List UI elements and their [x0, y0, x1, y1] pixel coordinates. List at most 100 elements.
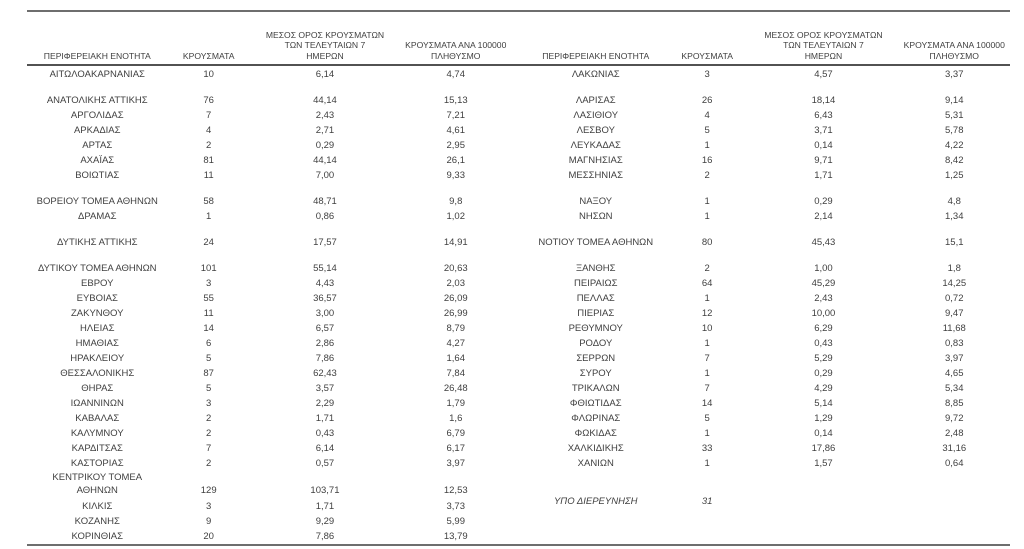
region-cell: ΚΑΛΥΜΝΟΥ — [70, 428, 124, 439]
table-row: ΡΟΔΟΥ 1 0,43 0,83 — [526, 336, 1011, 351]
avg7-cell: 62,43 — [313, 368, 337, 379]
header-band: ΠΕΡΙΦΕΡΕΙΑΚΗ ΕΝΟΤΗΤΑ ΚΡΟΥΣΜΑΤΑ ΜΕΣΟΣ ΟΡΟ… — [27, 12, 1010, 64]
region-cell: ΑΡΚΑΔΙΑΣ — [73, 125, 121, 136]
cases-cell: 2 — [206, 140, 212, 151]
cases-cell: 101 — [200, 263, 217, 274]
table-row: ΛΑΣΙΘΙΟΥ 4 6,43 5,31 — [526, 108, 1011, 123]
cases-cell: 2 — [206, 413, 212, 424]
table-row: ΦΘΙΩΤΙΔΑΣ 14 5,14 8,85 — [526, 396, 1011, 411]
region-cell: ΕΒΡΟΥ — [81, 278, 114, 289]
avg7-cell: 5,29 — [814, 353, 833, 364]
region-cell: ΜΑΓΝΗΣΙΑΣ — [568, 155, 623, 166]
cases-cell: 7 — [704, 353, 710, 364]
per100k-cell: 3,73 — [446, 501, 466, 512]
per100k-cell: 1,8 — [947, 263, 961, 274]
table-row: ΔΥΤΙΚΗΣ ΑΤΤΙΚΗΣ 24 17,57 14,91 — [27, 235, 512, 250]
table-row: ΦΛΩΡΙΝΑΣ 5 1,29 9,72 — [526, 411, 1011, 426]
avg7-cell: 17,86 — [811, 443, 836, 454]
cases-cell: 64 — [701, 278, 713, 289]
per100k-cell: 0,72 — [945, 293, 964, 304]
cases-cell: 2 — [704, 170, 710, 181]
table-row: ΧΑΛΚΙΔΙΚΗΣ 33 17,86 31,16 — [526, 441, 1011, 456]
cases-cell: 7 — [206, 443, 212, 454]
avg7-cell: 3,71 — [814, 125, 833, 136]
cases-cell: 11 — [203, 308, 214, 319]
region-cell: ΘΕΣΣΑΛΟΝΙΚΗΣ — [60, 368, 135, 379]
cases-cell: 3 — [206, 278, 212, 289]
region-cell: ΚΟΡΙΝΘΙΑΣ — [71, 531, 123, 542]
table-content: ΠΕΡΙΦΕΡΕΙΑΚΗ ΕΝΟΤΗΤΑ ΚΡΟΥΣΜΑΤΑ ΜΕΣΟΣ ΟΡΟ… — [27, 10, 1010, 546]
avg7-cell: 1,71 — [814, 170, 833, 181]
avg7-cell: 55,14 — [313, 263, 337, 274]
cases-cell: 24 — [203, 237, 214, 248]
table-row: ΚΕΝΤΡΙΚΟΥ ΤΟΜΕΑ ΑΘΗΝΩΝ 129 103,71 12,53 — [27, 471, 512, 499]
region-cell: ΑΡΓΟΛΙΔΑΣ — [70, 110, 124, 121]
cases-cell: 2 — [704, 263, 710, 274]
right-table-header: ΠΕΡΙΦΕΡΕΙΑΚΗ ΕΝΟΤΗΤΑ ΚΡΟΥΣΜΑΤΑ ΜΕΣΟΣ ΟΡΟ… — [526, 12, 1011, 64]
per100k-cell: 8,79 — [446, 323, 466, 334]
avg7-cell: 2,71 — [315, 125, 335, 136]
table-row: ΗΡΑΚΛΕΙΟΥ 5 7,86 1,64 — [27, 351, 512, 366]
spacer-row — [27, 250, 512, 261]
cases-cell: 87 — [203, 368, 214, 379]
avg7-cell: 44,14 — [313, 95, 337, 106]
cases-cell: 12 — [701, 308, 713, 319]
per100k-cell: 0,83 — [945, 338, 964, 349]
cases-cell: 2 — [206, 428, 212, 439]
per100k-cell: 7,21 — [446, 110, 466, 121]
per100k-cell: 2,48 — [945, 428, 964, 439]
cases-cell: 11 — [203, 170, 214, 181]
avg7-cell: 7,86 — [315, 531, 335, 542]
per100k-cell: 6,79 — [446, 428, 466, 439]
region-cell: ΚΙΛΚΙΣ — [82, 501, 113, 512]
table-row: ΛΑΡΙΣΑΣ 26 18,14 9,14 — [526, 93, 1011, 108]
table-row: ΚΟΡΙΝΘΙΑΣ 20 7,86 13,79 — [27, 529, 512, 544]
region-cell: ΝΟΤΙΟΥ ΤΟΜΕΑ ΑΘΗΝΩΝ — [538, 237, 654, 248]
avg7-cell: 17,57 — [313, 237, 337, 248]
avg7-cell: 1,00 — [814, 263, 833, 274]
region-cell: ΙΩΑΝΝΙΝΩΝ — [70, 398, 124, 409]
per100k-cell: 4,27 — [446, 338, 466, 349]
per100k-cell: 31,16 — [942, 443, 967, 454]
table-row: ΑΙΤΩΛΟΑΚΑΡΝΑΝΙΑΣ 10 6,14 4,74 — [27, 67, 512, 82]
table-row: ΑΝΑΤΟΛΙΚΗΣ ΑΤΤΙΚΗΣ 76 44,14 15,13 — [27, 93, 512, 108]
per100k-cell: 4,8 — [947, 196, 961, 207]
table-row: ΤΡΙΚΑΛΩΝ 7 4,29 5,34 — [526, 381, 1011, 396]
cases-cell: 2 — [206, 458, 212, 469]
spacer-row — [526, 183, 1011, 194]
cases-cell: 20 — [203, 531, 214, 542]
table-row: ΔΥΤΙΚΟΥ ΤΟΜΕΑ ΑΘΗΝΩΝ 101 55,14 20,63 — [27, 261, 512, 276]
per100k-cell: 6,17 — [446, 443, 466, 454]
body-band: ΑΙΤΩΛΟΑΚΑΡΝΑΝΙΑΣ 10 6,14 4,74 ΑΝΑΤΟΛΙΚΗΣ ΑΤΤ… — [27, 66, 1010, 544]
region-cell: ΘΗΡΑΣ — [81, 383, 114, 394]
table-row: ΠΕΛΛΑΣ 1 2,43 0,72 — [526, 291, 1011, 306]
table-row: ΑΡΓΟΛΙΔΑΣ 7 2,43 7,21 — [27, 108, 512, 123]
avg7-cell: 4,57 — [814, 69, 833, 80]
bottom-rule — [27, 544, 1010, 546]
per100k-cell: 9,8 — [449, 196, 463, 207]
per100k-cell: 20,63 — [443, 263, 468, 274]
per100k-cell: 5,31 — [945, 110, 964, 121]
avg7-cell: 1,29 — [814, 413, 833, 424]
cases-cell: 1 — [704, 140, 710, 151]
per100k-cell: 26,09 — [443, 293, 468, 304]
cases-cell: 5 — [704, 125, 710, 136]
avg7-cell: 2,29 — [315, 398, 335, 409]
avg7-cell: 0,43 — [315, 428, 335, 439]
cases-cell: 14 — [203, 323, 214, 334]
per100k-cell: 3,97 — [945, 353, 964, 364]
region-cell: ΛΑΡΙΣΑΣ — [575, 95, 616, 106]
region-cell: ΑΙΤΩΛΟΑΚΑΡΝΑΝΙΑΣ — [49, 69, 145, 80]
per100k-cell: 1,34 — [945, 211, 964, 222]
cases-cell: 16 — [701, 155, 713, 166]
region-cell: ΒΟΙΩΤΙΑΣ — [75, 170, 120, 181]
per100k-cell: 11,68 — [942, 323, 966, 334]
table-row: ΡΕΘΥΜΝΟΥ 10 6,29 11,68 — [526, 321, 1011, 336]
per100k-cell: 1,79 — [446, 398, 466, 409]
cases-cell: 5 — [206, 383, 212, 394]
cases-cell: 5 — [206, 353, 212, 364]
region-cell: ΦΘΙΩΤΙΔΑΣ — [569, 398, 622, 409]
per100k-cell: 15,1 — [945, 237, 964, 248]
spacer-row — [27, 82, 512, 93]
